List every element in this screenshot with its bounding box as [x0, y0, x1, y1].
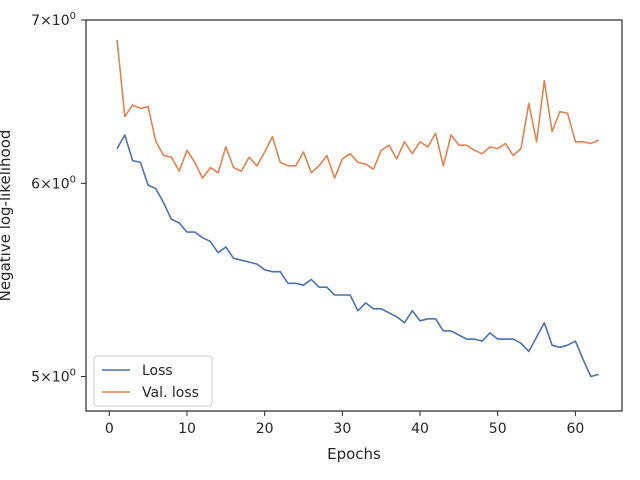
x-tick-label: 0 — [105, 421, 114, 437]
y-tick-label: 5×100 — [31, 368, 76, 386]
legend-label-val-loss: Val. loss — [142, 385, 199, 401]
series-line-loss — [116, 134, 599, 378]
legend: Loss Val. loss — [93, 355, 213, 407]
legend-box — [93, 355, 213, 407]
x-tick-label: 10 — [178, 421, 196, 437]
plot-area — [85, 19, 623, 412]
y-tick-label: 6×100 — [31, 174, 76, 192]
y-axis-title: Negative log-likelihood — [0, 130, 14, 302]
plot-frame — [85, 19, 623, 412]
x-tick-label: 40 — [411, 421, 429, 437]
x-tick-label: 50 — [489, 421, 507, 437]
legend-label-loss: Loss — [142, 363, 173, 379]
series-line-val-loss — [116, 39, 600, 179]
x-tick-label: 20 — [256, 421, 274, 437]
x-tick-label: 30 — [333, 421, 351, 437]
y-tick-label: 7×100 — [31, 11, 76, 29]
x-axis-title: Epochs — [327, 445, 381, 463]
x-tick-label: 60 — [566, 421, 584, 437]
x-axis: 0 10 20 30 40 50 60 — [105, 411, 584, 437]
series-layer — [116, 39, 600, 378]
y-axis: 5×100 6×100 7×100 — [31, 11, 86, 386]
